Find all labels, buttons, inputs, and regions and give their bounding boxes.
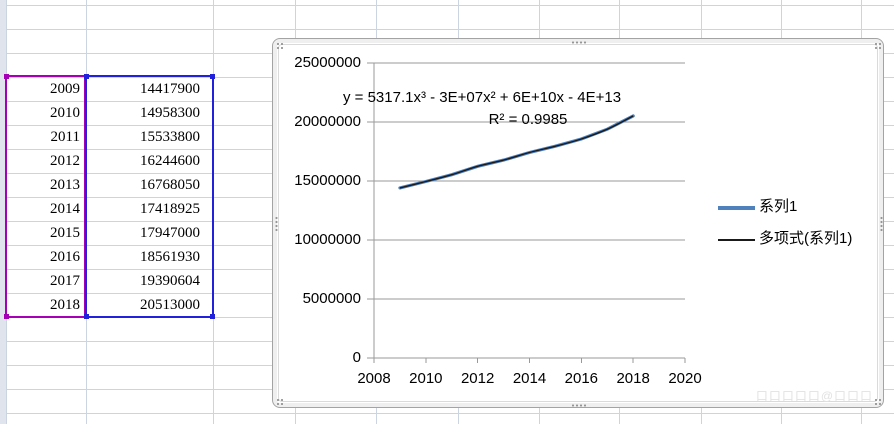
cell-year[interactable]: 2011 — [50, 129, 80, 145]
x-axis-tick-label: 2020 — [668, 370, 702, 387]
legend-series-line-sample — [718, 206, 755, 210]
cell-value[interactable]: 17947000 — [140, 225, 200, 241]
selection-handle[interactable] — [210, 74, 215, 79]
cell-year[interactable]: 2017 — [50, 273, 80, 289]
y-axis-tick-label: 5000000 — [302, 290, 361, 307]
cell-value[interactable]: 15533800 — [140, 129, 200, 145]
sheet-gridline-horizontal — [0, 5, 894, 6]
cell-year[interactable]: 2014 — [50, 201, 80, 217]
cell-year[interactable]: 2009 — [50, 81, 80, 97]
chart-frame-handle[interactable] — [276, 398, 284, 406]
row-header-sliver — [0, 0, 6, 424]
trendline-equation[interactable]: y = 5317.1x³ - 3E+07x² + 6E+10x - 4E+13 — [343, 89, 622, 106]
sheet-gridline-horizontal — [0, 29, 894, 30]
selection-handle[interactable] — [84, 74, 89, 79]
cell-year[interactable]: 2016 — [50, 249, 80, 265]
selection-handle[interactable] — [84, 314, 89, 319]
x-axis-tick-label: 2008 — [357, 370, 391, 387]
selection-handle[interactable] — [210, 314, 215, 319]
y-axis-tick-label: 0 — [352, 349, 361, 366]
sheet-gridline-horizontal — [0, 413, 894, 414]
cell-value[interactable]: 14958300 — [140, 105, 200, 121]
cell-value[interactable]: 17418925 — [140, 201, 200, 217]
chart-frame-handle[interactable] — [571, 41, 587, 44]
chart-frame-handle[interactable] — [275, 216, 278, 232]
x-axis-tick-label: 2018 — [616, 370, 650, 387]
selection-handle[interactable] — [4, 74, 9, 79]
x-axis-tick-label: 2012 — [460, 370, 495, 387]
sheet-gridline-vertical — [213, 0, 214, 424]
x-axis-tick-label: 2016 — [564, 370, 599, 387]
chart-frame-handle[interactable] — [874, 398, 882, 406]
legend-trendline-sample — [718, 239, 755, 241]
chart-frame-handle[interactable] — [874, 42, 882, 50]
trendline-r-squared[interactable]: R² = 0.9985 — [488, 111, 568, 128]
chart-frame-handle[interactable] — [880, 216, 883, 232]
cell-year[interactable]: 2010 — [50, 105, 80, 121]
cell-value[interactable]: 16768050 — [140, 177, 200, 193]
x-axis-tick-label: 2010 — [409, 370, 443, 387]
chart-frame-handle[interactable] — [276, 42, 284, 50]
y-axis-tick-label: 25000000 — [294, 54, 361, 71]
cell-value[interactable]: 16244600 — [140, 153, 200, 169]
cell-value[interactable]: 18561930 — [140, 249, 200, 265]
cell-value[interactable]: 14417900 — [140, 81, 200, 97]
y-axis-tick-label: 15000000 — [294, 172, 361, 189]
cell-value[interactable]: 19390604 — [140, 273, 200, 289]
cell-year[interactable]: 2013 — [50, 177, 80, 193]
watermark: 口口口口口@口口口 — [755, 389, 873, 403]
x-axis-tick-label: 2014 — [512, 370, 547, 387]
cell-value[interactable]: 20513000 — [140, 297, 200, 313]
legend-trendline-label[interactable]: 多项式(系列1) — [759, 230, 853, 247]
legend-series-label[interactable]: 系列1 — [759, 198, 798, 215]
cell-year[interactable]: 2018 — [50, 297, 80, 313]
plot-area — [367, 62, 686, 363]
y-axis-tick-label: 20000000 — [294, 113, 361, 130]
chart-frame-handle[interactable] — [571, 404, 587, 407]
trendline-path[interactable] — [399, 115, 634, 189]
chart-object[interactable]: 0 5000000 10000000 15000000 20000000 25000000… — [272, 38, 884, 408]
y-axis-tick-label: 10000000 — [294, 231, 361, 248]
selection-handle[interactable] — [4, 314, 9, 319]
cell-year[interactable]: 2015 — [50, 225, 80, 241]
cell-year[interactable]: 2012 — [50, 153, 80, 169]
